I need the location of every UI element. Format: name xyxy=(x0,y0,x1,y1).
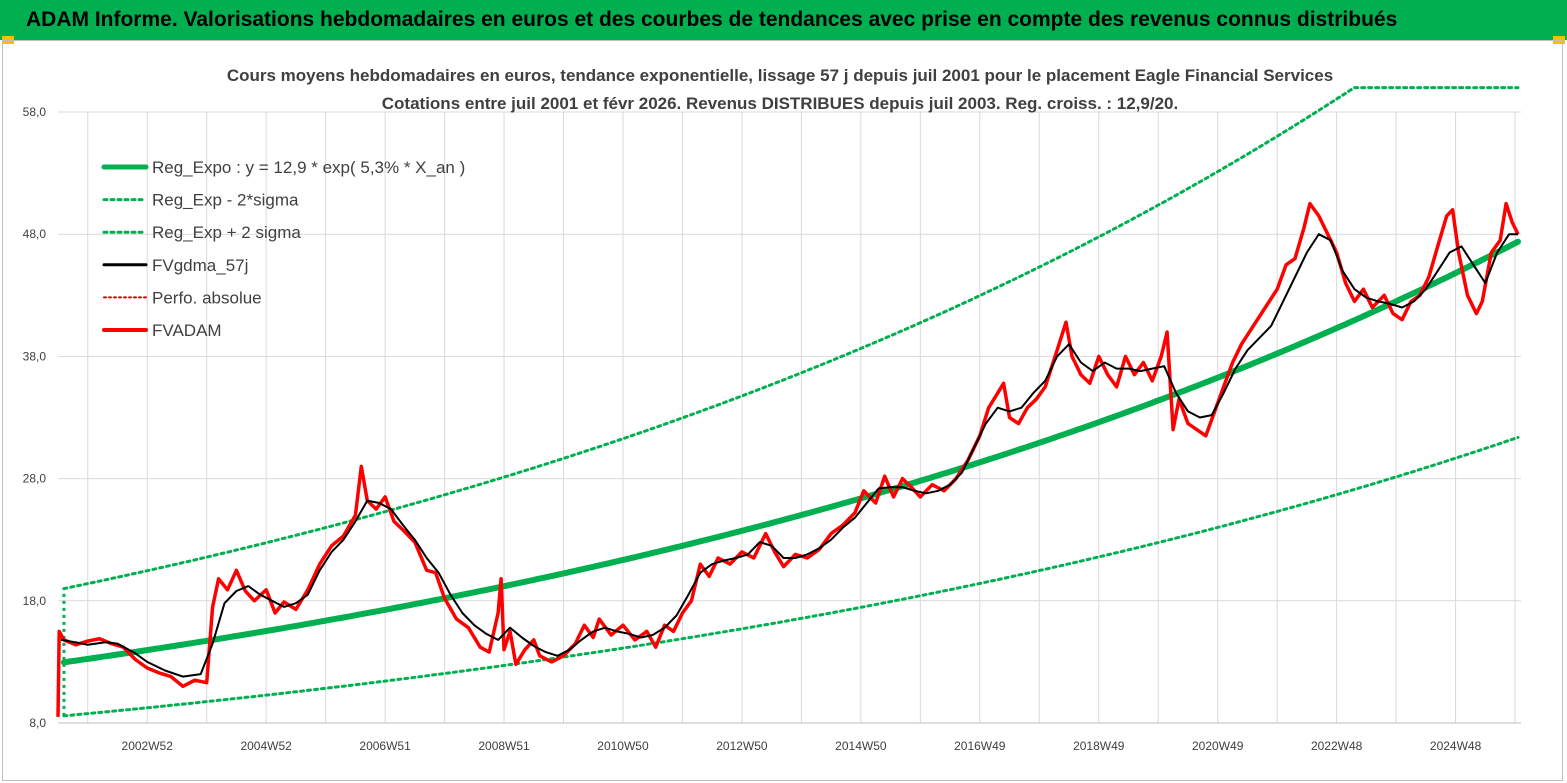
x-tick-label: 2008W51 xyxy=(478,739,530,753)
y-tick-label: 8,0 xyxy=(29,716,46,730)
chart-frame xyxy=(2,40,1563,781)
series-reg-plus-2sigma xyxy=(62,86,1520,591)
x-tick-label: 2004W52 xyxy=(240,739,292,753)
x-tick-label: 2006W51 xyxy=(359,739,411,753)
x-tick-label: 2022W48 xyxy=(1311,739,1363,753)
x-tick-label: 2018W49 xyxy=(1073,739,1125,753)
x-tick-label: 2012W50 xyxy=(716,739,768,753)
legend-label: Reg_Expo : y = 12,9 * exp( 5,3% * X_an ) xyxy=(152,158,465,177)
legend-label: Reg_Exp - 2*sigma xyxy=(152,191,299,210)
legend: Reg_Expo : y = 12,9 * exp( 5,3% * X_an )… xyxy=(101,158,465,340)
series-reg-minus-2sigma xyxy=(62,435,1520,718)
y-tick-label: 18,0 xyxy=(23,594,47,608)
legend-label: Reg_Exp + 2 sigma xyxy=(152,223,301,242)
series-fvadam xyxy=(56,201,1520,717)
legend-label: FVgdma_57j xyxy=(152,256,248,275)
report-banner: ADAM Informe. Valorisations hebdomadaire… xyxy=(0,0,1567,40)
y-tick-label: 48,0 xyxy=(23,227,47,241)
series-layer xyxy=(56,86,1521,718)
x-tick-label: 2010W50 xyxy=(597,739,649,753)
x-tick-label: 2016W49 xyxy=(954,739,1006,753)
chart-subtitle: Cotations entre juil 2001 et févr 2026. … xyxy=(382,94,1178,113)
x-tick-label: 2002W52 xyxy=(122,739,174,753)
series-reg-expo xyxy=(60,238,1521,666)
legend-label: Perfo. absolue xyxy=(152,288,262,307)
axes: 8,0 18,0 28,0 38,0 48,0 58,0 2002W52 2004W52 200… xyxy=(23,105,1521,753)
x-tick-label: 2014W50 xyxy=(835,739,887,753)
chart-title: Cours moyens hebdomadaires en euros, ten… xyxy=(227,66,1333,85)
y-tick-label: 58,0 xyxy=(23,105,47,119)
x-tick-label: 2020W49 xyxy=(1192,739,1244,753)
series-fvgdma-57j xyxy=(60,233,1518,678)
banner-title: ADAM Informe. Valorisations hebdomadaire… xyxy=(26,8,1398,31)
y-tick-label: 38,0 xyxy=(23,349,47,363)
x-tick-label: 2024W48 xyxy=(1430,739,1482,753)
legend-label: FVADAM xyxy=(152,321,222,340)
y-tick-label: 28,0 xyxy=(23,472,47,486)
